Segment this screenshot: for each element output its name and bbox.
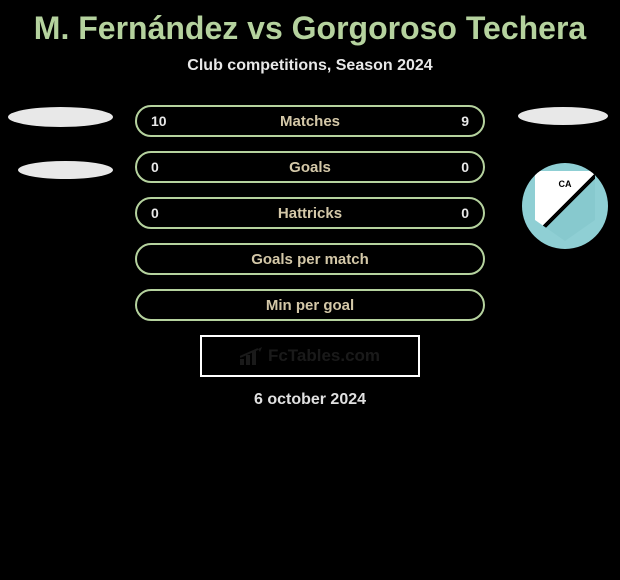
- player1-avatar-placeholder: [8, 107, 113, 127]
- stat-row-min-per-goal: Min per goal: [135, 289, 485, 321]
- stat-label: Matches: [280, 113, 340, 130]
- player1-club-placeholder: [18, 161, 113, 179]
- comparison-subtitle: Club competitions, Season 2024: [20, 57, 600, 75]
- attribution-box: FcTables.com: [200, 335, 420, 377]
- stat-left-value: 0: [151, 159, 159, 175]
- chart-icon: [240, 347, 262, 365]
- player2-club-badge: CA: [522, 163, 608, 249]
- stat-left-value: 10: [151, 113, 167, 129]
- stat-right-value: 0: [461, 205, 469, 221]
- stat-right-value: 9: [461, 113, 469, 129]
- stat-row-goals-per-match: Goals per match: [135, 243, 485, 275]
- badge-text: CA: [535, 179, 595, 189]
- attribution-text: FcTables.com: [268, 346, 380, 366]
- stat-row-matches: 10 Matches 9: [135, 105, 485, 137]
- player2-avatar-placeholder: [518, 107, 608, 125]
- stat-label: Goals per match: [251, 251, 369, 268]
- stat-label: Hattricks: [278, 205, 342, 222]
- stat-label: Min per goal: [266, 297, 354, 314]
- stat-row-hattricks: 0 Hattricks 0: [135, 197, 485, 229]
- stat-row-goals: 0 Goals 0: [135, 151, 485, 183]
- stat-left-value: 0: [151, 205, 159, 221]
- cerro-badge-icon: CA: [535, 171, 595, 241]
- comparison-date: 6 october 2024: [20, 391, 600, 409]
- stat-label: Goals: [289, 159, 331, 176]
- stats-rows-container: 10 Matches 9 0 Goals 0 0 Hattricks 0 Goa…: [135, 105, 485, 321]
- stat-right-value: 0: [461, 159, 469, 175]
- stats-content-area: CA 10 Matches 9 0 Goals 0 0 Hattricks 0: [20, 105, 600, 409]
- comparison-title: M. Fernández vs Gorgoroso Techera: [20, 10, 600, 47]
